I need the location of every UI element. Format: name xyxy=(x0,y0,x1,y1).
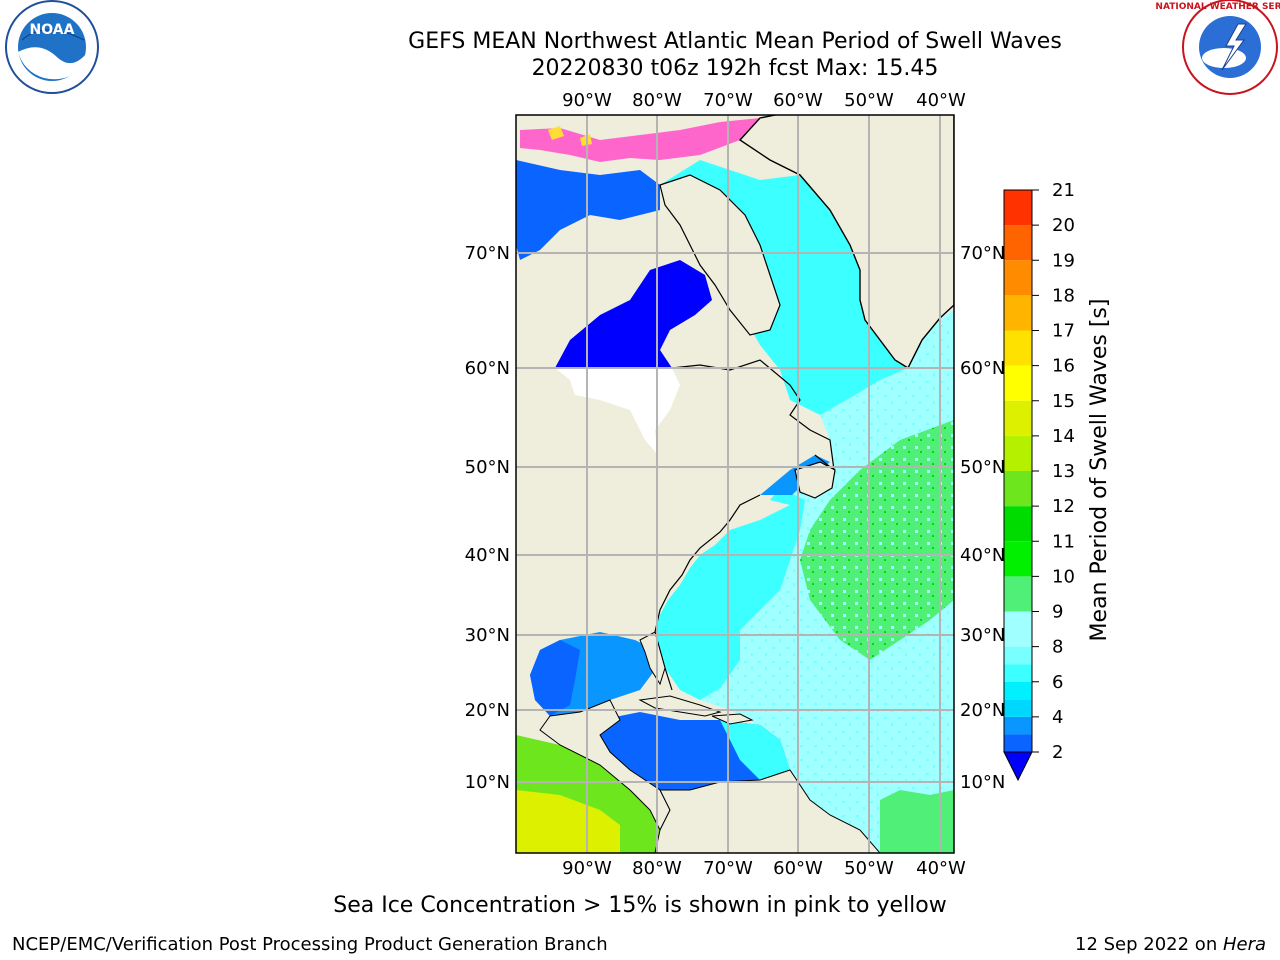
ocean-caribbean-east xyxy=(720,720,790,780)
ocean-gulf-west xyxy=(530,640,580,716)
colorbar-tick-label: 6 xyxy=(1052,672,1063,693)
lat-label-left: 60°N xyxy=(465,358,510,379)
colorbar-bin xyxy=(1004,699,1032,717)
title-line-1: GEFS MEAN Northwest Atlantic Mean Period… xyxy=(408,29,1062,54)
colorbar-bin xyxy=(1004,190,1032,226)
sea-ice-yellow xyxy=(548,126,592,146)
lat-label-right: 10°N xyxy=(960,772,1005,793)
lat-label-right: 30°N xyxy=(960,625,1005,646)
lat-label-right: 70°N xyxy=(960,243,1005,264)
colorbar-tick-label: 12 xyxy=(1052,496,1075,517)
ocean-long-period-south xyxy=(880,790,954,853)
colorbar-tick-label: 17 xyxy=(1052,321,1075,342)
colorbar-label: Mean Period of Swell Waves [s] xyxy=(1087,299,1112,642)
lon-label-top: 50°W xyxy=(844,90,894,111)
colorbar-tick-label: 14 xyxy=(1052,426,1075,447)
ocean-atlantic xyxy=(655,310,954,853)
colorbar-bin xyxy=(1004,400,1032,436)
lat-label-left: 10°N xyxy=(465,772,510,793)
lat-label-left: 40°N xyxy=(465,545,510,566)
colorbar: 2 4 6 8 9 10 11 12 13 14 15 16 17 18 19 20 21 xyxy=(1003,180,1075,782)
colorbar-bin xyxy=(1004,225,1032,261)
graticule xyxy=(516,115,954,853)
colorbar-bin xyxy=(1004,716,1032,735)
newfoundland xyxy=(794,461,836,499)
lat-label-left: 50°N xyxy=(465,457,510,478)
colorbar-tick-label: 21 xyxy=(1052,180,1075,201)
colorbar-tick-label: 11 xyxy=(1052,531,1075,552)
colorbar-bin xyxy=(1004,734,1032,752)
ocean-pacific-high xyxy=(516,790,620,853)
lat-labels-right: 70°N 60°N 50°N 40°N 30°N 20°N 10°N xyxy=(960,243,1005,793)
lon-label-bottom: 70°W xyxy=(703,858,753,879)
sea-ice-arctic xyxy=(520,118,760,162)
credit-text: NCEP/EMC/Verification Post Processing Pr… xyxy=(12,934,608,955)
colorbar-tick-label: 13 xyxy=(1052,461,1075,482)
lon-label-bottom: 40°W xyxy=(916,858,966,879)
lon-label-bottom: 80°W xyxy=(632,858,682,879)
title-line-2: 20220830 t06z 192h fcst Max: 15.45 xyxy=(532,56,939,81)
date-text: 12 Sep 2022 on Hera xyxy=(1075,934,1266,955)
colorbar-tick-label: 8 xyxy=(1052,637,1063,658)
lon-label-top: 90°W xyxy=(562,90,612,111)
lon-label-top: 70°W xyxy=(703,90,753,111)
lon-label-top: 60°W xyxy=(773,90,823,111)
greenland xyxy=(738,115,954,369)
sea-ice-caption: Sea Ice Concentration > 15% is shown in … xyxy=(333,893,947,918)
colorbar-bin xyxy=(1004,664,1032,682)
hispaniola xyxy=(711,713,754,725)
lat-label-right: 20°N xyxy=(960,700,1005,721)
baffin-island xyxy=(659,174,781,336)
lon-label-top: 40°W xyxy=(916,90,966,111)
lat-label-left: 70°N xyxy=(465,243,510,264)
colorbar-bin xyxy=(1004,260,1032,296)
lon-labels-top: 90°W 80°W 70°W 60°W 50°W 40°W xyxy=(562,90,966,111)
colorbar-bin xyxy=(1004,330,1032,366)
ocean-long-period-east xyxy=(800,420,954,660)
nws-logo-text: NATIONAL WEATHER SERVICE xyxy=(1155,2,1280,12)
lat-label-left: 20°N xyxy=(465,700,510,721)
lon-label-bottom: 60°W xyxy=(773,858,823,879)
colorbar-bin xyxy=(1004,506,1032,542)
date-prefix: 12 Sep 2022 on xyxy=(1075,934,1223,955)
colorbar-tick-label: 4 xyxy=(1052,707,1063,728)
lon-label-bottom: 50°W xyxy=(844,858,894,879)
colorbar-tick-label: 2 xyxy=(1052,742,1063,763)
lat-label-left: 30°N xyxy=(465,625,510,646)
colorbar-bin xyxy=(1004,471,1032,507)
colorbar-tick-label: 9 xyxy=(1052,602,1063,623)
colorbar-bin xyxy=(1004,681,1032,700)
colorbar-bin xyxy=(1004,541,1032,577)
lat-label-right: 40°N xyxy=(960,545,1005,566)
noaa-logo: NOAA xyxy=(5,0,99,94)
ocean-nearshore xyxy=(655,488,805,700)
map-panel xyxy=(515,114,955,854)
date-host: Hera xyxy=(1223,934,1266,955)
nws-logo: NATIONAL WEATHER SERVICE xyxy=(1155,0,1280,95)
lat-labels-left: 70°N 60°N 50°N 40°N 30°N 20°N 10°N xyxy=(465,243,510,793)
colorbar-bin xyxy=(1004,365,1032,401)
colorbar-bin xyxy=(1004,295,1032,331)
lat-label-right: 50°N xyxy=(960,457,1005,478)
colorbar-tick-label: 19 xyxy=(1052,250,1075,271)
colorbar-bin xyxy=(1004,435,1032,471)
ocean-hudson-bay xyxy=(555,260,712,368)
colorbar-extend-triangle xyxy=(1003,751,1033,782)
lat-label-right: 60°N xyxy=(960,358,1005,379)
lon-labels-bottom: 90°W 80°W 70°W 60°W 50°W 40°W xyxy=(562,858,966,879)
colorbar-tick-label: 20 xyxy=(1052,215,1075,236)
noaa-logo-text: NOAA xyxy=(30,22,75,38)
colorbar-bin xyxy=(1004,611,1032,647)
map-frame xyxy=(515,114,955,854)
lon-label-top: 80°W xyxy=(632,90,682,111)
colorbar-tick-label: 16 xyxy=(1052,356,1075,377)
lon-label-bottom: 90°W xyxy=(562,858,612,879)
colorbar-bin xyxy=(1004,576,1032,612)
colorbar-tick-label: 18 xyxy=(1052,285,1075,306)
colorbar-tick-label: 10 xyxy=(1052,566,1075,587)
colorbar-tick-label: 15 xyxy=(1052,391,1075,412)
colorbar-bin xyxy=(1004,646,1032,665)
